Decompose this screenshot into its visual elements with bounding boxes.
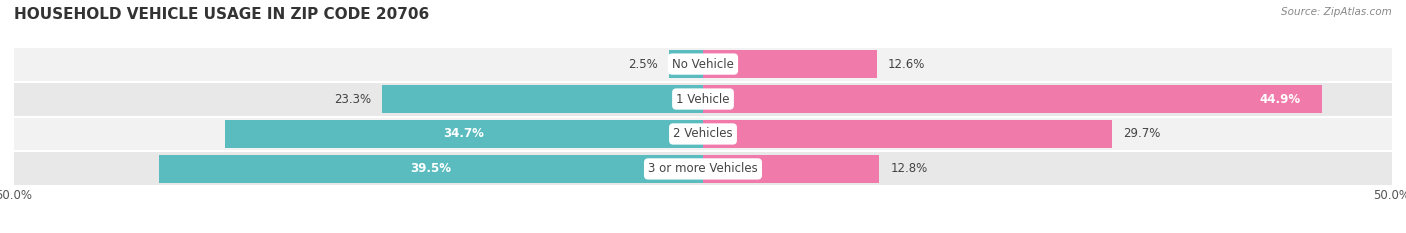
- Text: 12.8%: 12.8%: [890, 162, 928, 175]
- Text: 39.5%: 39.5%: [411, 162, 451, 175]
- Bar: [703, 120, 1112, 148]
- Text: 3 or more Vehicles: 3 or more Vehicles: [648, 162, 758, 175]
- Legend: Owner-occupied, Renter-occupied: Owner-occupied, Renter-occupied: [575, 231, 831, 233]
- Text: 2.5%: 2.5%: [628, 58, 658, 71]
- Bar: [703, 85, 1322, 113]
- Bar: [225, 120, 703, 148]
- Bar: [382, 85, 703, 113]
- Text: 44.9%: 44.9%: [1260, 93, 1301, 106]
- Bar: [14, 151, 1392, 186]
- Text: 34.7%: 34.7%: [443, 127, 485, 140]
- Bar: [14, 82, 1392, 116]
- Bar: [703, 50, 876, 78]
- Text: 1 Vehicle: 1 Vehicle: [676, 93, 730, 106]
- Bar: [14, 47, 1392, 82]
- Bar: [669, 50, 703, 78]
- Text: 2 Vehicles: 2 Vehicles: [673, 127, 733, 140]
- Bar: [703, 155, 879, 183]
- Text: 23.3%: 23.3%: [333, 93, 371, 106]
- Bar: [159, 155, 703, 183]
- Text: HOUSEHOLD VEHICLE USAGE IN ZIP CODE 20706: HOUSEHOLD VEHICLE USAGE IN ZIP CODE 2070…: [14, 7, 429, 22]
- Text: No Vehicle: No Vehicle: [672, 58, 734, 71]
- Bar: [14, 116, 1392, 151]
- Text: 12.6%: 12.6%: [887, 58, 925, 71]
- Text: 29.7%: 29.7%: [1123, 127, 1160, 140]
- Text: Source: ZipAtlas.com: Source: ZipAtlas.com: [1281, 7, 1392, 17]
